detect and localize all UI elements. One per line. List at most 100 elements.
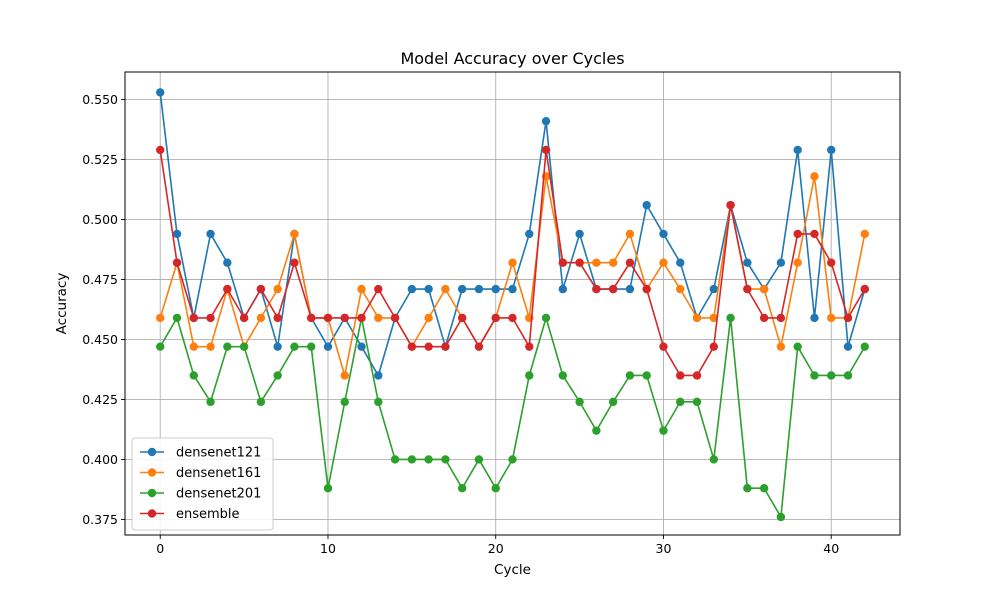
- data-point-densenet201: [290, 342, 299, 351]
- data-point-ensemble: [424, 342, 433, 351]
- data-point-densenet161: [508, 258, 517, 267]
- data-point-densenet201: [323, 484, 333, 493]
- series-ensemble: [156, 145, 869, 380]
- data-point-densenet201: [441, 455, 450, 464]
- data-point-densenet201: [575, 397, 584, 407]
- data-point-densenet121: [810, 313, 819, 323]
- legend-label-densenet161: densenet161: [176, 466, 261, 481]
- data-point-densenet121: [407, 284, 417, 294]
- data-point-densenet201: [457, 484, 467, 493]
- legend-label-densenet201: densenet201: [176, 487, 261, 502]
- data-point-ensemble: [592, 284, 601, 294]
- y-tick-label: 0.550: [82, 92, 118, 107]
- data-point-ensemble: [625, 258, 635, 267]
- data-point-densenet161: [340, 371, 349, 380]
- data-point-densenet161: [793, 258, 802, 267]
- data-point-ensemble: [357, 313, 366, 323]
- data-point-densenet201: [525, 371, 534, 380]
- data-point-ensemble: [759, 313, 769, 323]
- data-point-densenet121: [625, 284, 635, 294]
- data-point-densenet201: [307, 342, 316, 351]
- data-point-ensemble: [827, 258, 836, 267]
- legend-box: [131, 437, 274, 531]
- x-tick-label: 30: [656, 541, 672, 556]
- data-point-densenet161: [256, 313, 266, 323]
- data-point-ensemble: [491, 313, 500, 323]
- data-point-densenet201: [407, 455, 417, 464]
- legend-marker-densenet161: [147, 468, 157, 477]
- data-point-densenet201: [374, 397, 383, 407]
- data-point-ensemble: [776, 313, 786, 323]
- data-point-densenet121: [457, 284, 467, 294]
- data-point-ensemble: [340, 313, 349, 323]
- data-point-densenet161: [659, 258, 668, 267]
- data-point-ensemble: [323, 313, 333, 323]
- data-point-ensemble: [676, 371, 685, 380]
- legend-marker-densenet201: [147, 488, 157, 498]
- x-axis-label: Cycle: [494, 562, 531, 578]
- data-point-densenet121: [575, 229, 584, 239]
- data-point-densenet201: [206, 397, 215, 407]
- data-point-densenet121: [558, 284, 568, 294]
- data-point-ensemble: [474, 342, 484, 351]
- data-point-densenet201: [239, 342, 249, 351]
- data-point-ensemble: [390, 313, 400, 323]
- y-tick-label: 0.400: [82, 452, 118, 467]
- data-point-densenet201: [659, 426, 668, 435]
- data-point-ensemble: [407, 342, 417, 351]
- data-point-densenet161: [810, 172, 819, 181]
- data-point-densenet201: [273, 371, 282, 380]
- data-point-densenet121: [709, 284, 718, 294]
- data-point-densenet201: [474, 455, 484, 464]
- data-point-densenet121: [642, 200, 651, 210]
- data-point-densenet121: [508, 284, 517, 294]
- data-point-densenet201: [189, 371, 198, 380]
- data-point-ensemble: [793, 229, 802, 239]
- data-point-densenet161: [156, 313, 165, 323]
- data-point-densenet161: [625, 229, 635, 239]
- data-point-densenet161: [424, 313, 433, 323]
- data-point-densenet161: [692, 313, 702, 323]
- data-point-densenet121: [156, 88, 165, 97]
- data-point-densenet201: [625, 371, 635, 380]
- data-point-densenet201: [592, 426, 601, 435]
- data-point-ensemble: [290, 258, 299, 267]
- data-point-densenet201: [340, 397, 349, 407]
- data-point-densenet201: [692, 397, 702, 407]
- legend-label-densenet121: densenet121: [176, 446, 261, 461]
- data-point-ensemble: [457, 313, 467, 323]
- data-point-densenet121: [491, 284, 500, 294]
- data-point-densenet201: [726, 313, 735, 323]
- ticks: 0 10 20 30 40 0.375 0.400 0.425 0.450 0.475 0.500 0…: [82, 92, 839, 556]
- data-point-ensemble: [525, 342, 534, 351]
- data-point-densenet161: [189, 342, 198, 351]
- data-point-densenet161: [290, 229, 299, 239]
- data-point-ensemble: [441, 342, 450, 351]
- y-axis-label: Accuracy: [54, 273, 70, 335]
- data-point-ensemble: [709, 342, 718, 351]
- data-point-densenet201: [776, 512, 786, 522]
- data-point-ensemble: [810, 229, 819, 239]
- data-point-densenet121: [424, 284, 433, 294]
- x-tick-label: 20: [488, 541, 504, 556]
- data-point-ensemble: [508, 313, 517, 323]
- data-point-densenet121: [541, 116, 551, 126]
- data-point-densenet121: [659, 229, 668, 239]
- data-point-ensemble: [608, 284, 618, 294]
- plot-frame: [124, 71, 901, 536]
- data-point-densenet161: [709, 313, 718, 323]
- data-point-densenet201: [810, 371, 819, 380]
- data-point-ensemble: [256, 284, 266, 294]
- data-point-densenet201: [508, 455, 517, 464]
- x-tick-label: 0: [156, 541, 164, 556]
- data-point-ensemble: [223, 284, 232, 294]
- data-point-densenet201: [491, 484, 500, 493]
- legend-marker-densenet121: [147, 447, 157, 457]
- data-point-densenet161: [860, 229, 869, 239]
- data-point-densenet201: [424, 455, 433, 464]
- data-point-densenet121: [223, 258, 232, 267]
- data-point-densenet201: [558, 371, 568, 380]
- x-tick-label: 40: [823, 541, 839, 556]
- data-point-densenet121: [323, 342, 333, 351]
- data-point-densenet201: [541, 313, 551, 323]
